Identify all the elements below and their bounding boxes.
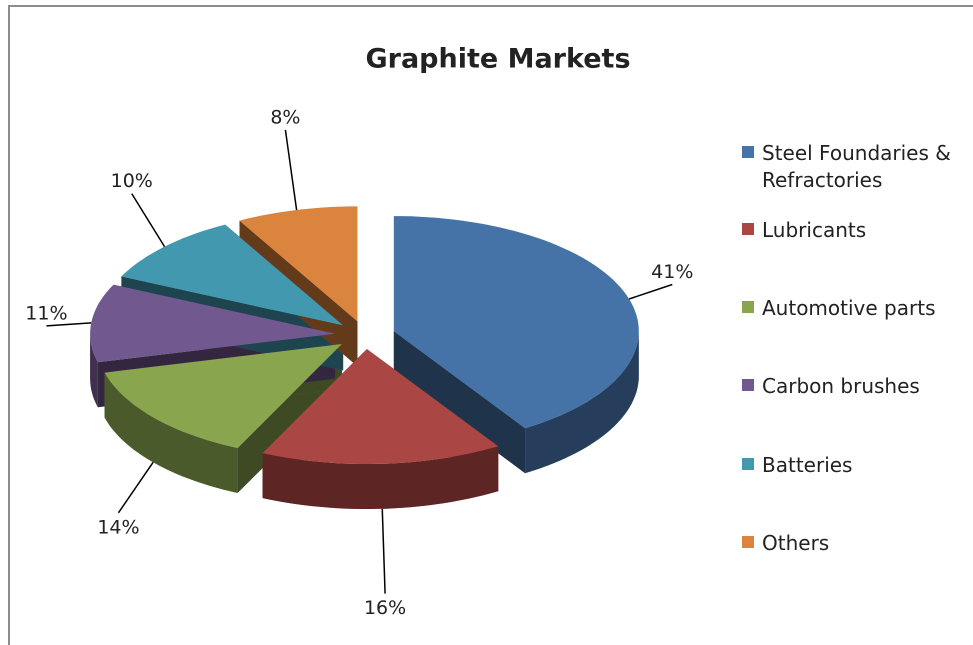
data-label: 41%: [651, 261, 693, 283]
legend-swatch: [742, 301, 754, 313]
slice-side-shade: [393, 331, 526, 474]
legend-swatch: [742, 536, 754, 548]
slice-wall-shade: [262, 446, 499, 509]
slice-wall: [525, 331, 639, 474]
legend-label: Steel Foundaries & Refractories: [762, 141, 951, 192]
legend-swatch: [742, 146, 754, 158]
legend-swatch: [742, 379, 754, 391]
legend-item: Carbon brushes: [742, 373, 972, 400]
data-label: 14%: [97, 516, 139, 538]
legend-label: Lubricants: [762, 218, 867, 242]
chart-frame: [8, 5, 973, 645]
slice-wall: [262, 446, 499, 509]
data-label: 10%: [111, 170, 153, 192]
legend-item: Lubricants: [742, 217, 972, 244]
slice-wall-shade: [104, 372, 238, 493]
slice: [262, 349, 499, 464]
legend-item: Steel Foundaries & Refractories: [742, 140, 972, 194]
chart-title: Graphite Markets: [365, 44, 630, 75]
legend-label: Batteries: [762, 453, 853, 477]
slice: [104, 344, 342, 448]
legend-swatch: [742, 223, 754, 235]
legend-item: Others: [742, 530, 972, 557]
legend-label: Carbon brushes: [762, 374, 920, 398]
outer-walls: [90, 331, 639, 509]
slice: [239, 206, 358, 322]
leader-line: [117, 461, 154, 514]
slice: [90, 284, 336, 363]
legend-label: Others: [762, 531, 830, 555]
leader-line: [131, 193, 166, 248]
legend-swatch: [742, 458, 754, 470]
slice-tops: [90, 206, 639, 464]
slice-wall-shade: [90, 333, 98, 408]
slice: [121, 224, 344, 326]
legend-item: Batteries: [742, 452, 972, 479]
legend-item: Automotive parts: [742, 295, 972, 322]
data-label: 11%: [25, 302, 67, 324]
leader-line: [381, 508, 386, 594]
slice: [393, 216, 639, 429]
data-label: 8%: [270, 106, 300, 128]
legend-label: Automotive parts: [762, 296, 936, 320]
slice-wall: [104, 372, 238, 493]
slice-wall-shade: [525, 331, 639, 474]
leader-line: [284, 129, 298, 211]
leader-line: [46, 322, 92, 327]
slice-wall: [90, 333, 98, 408]
leader-line: [628, 283, 673, 300]
data-label: 16%: [364, 597, 406, 619]
